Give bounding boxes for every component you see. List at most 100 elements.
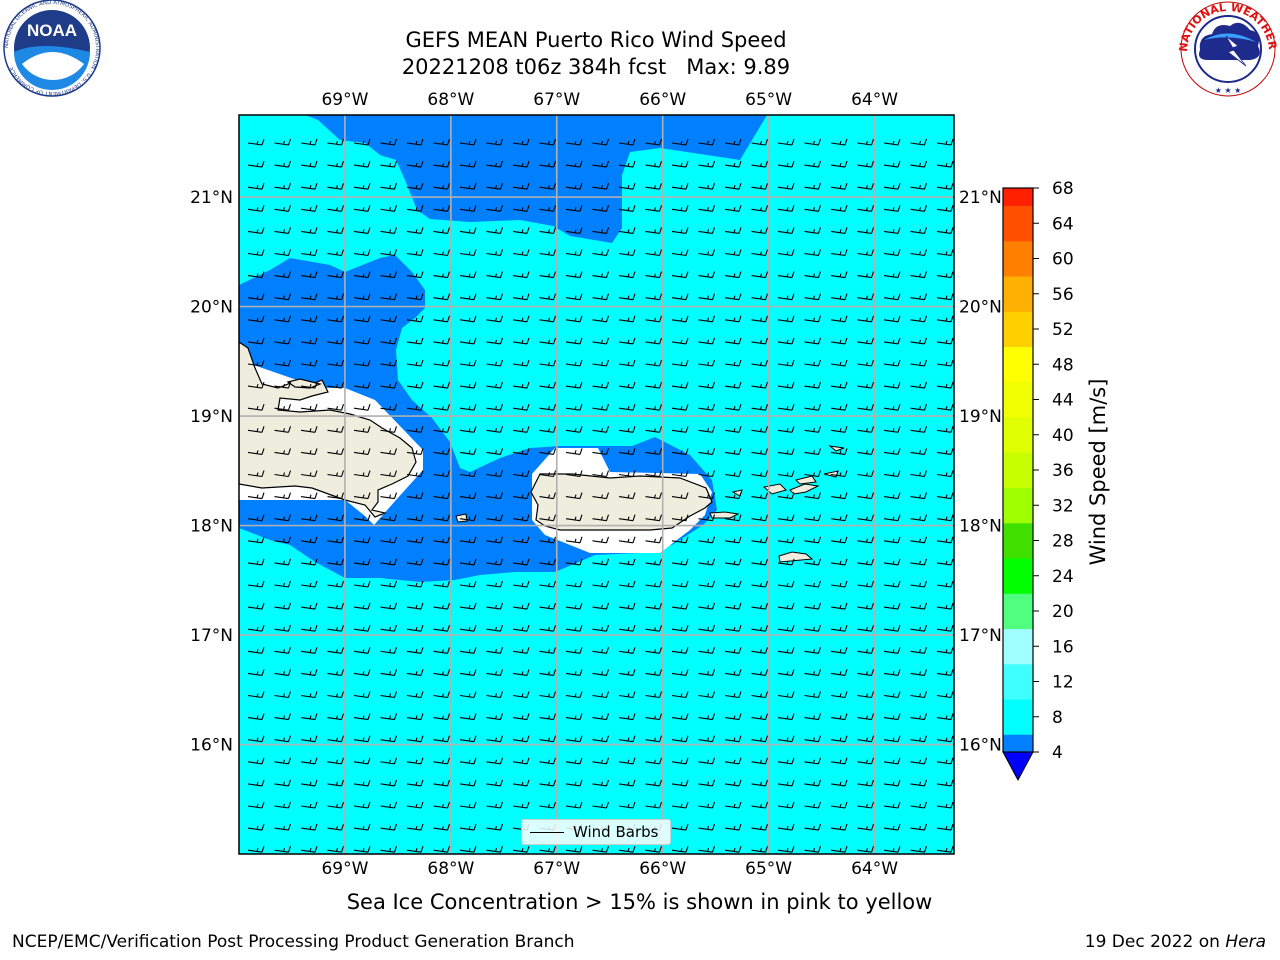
wind-barb [883,801,901,809]
wind-barb [645,757,663,765]
wind-barb [353,492,371,500]
wind-barb [486,823,504,831]
wind-barb [592,448,610,455]
wind-barb [618,536,636,544]
wind-barb [459,359,477,367]
wind-barb [777,779,795,787]
wind-barb [883,713,901,721]
wind-barb [910,271,928,279]
lat-tick-label: 21°N [190,188,233,208]
wind-barb [327,558,345,566]
wind-barb [910,138,928,146]
wind-barb [512,183,530,190]
land-small-islands [455,445,845,563]
wind-barb [433,227,451,234]
wind-barb [698,757,716,765]
wind-barb [353,359,371,367]
wind-barb [910,448,928,455]
wind-barb [883,315,901,323]
wind-barb [618,779,636,787]
wind-barb [300,801,318,809]
wind-barb [804,426,822,433]
wind-barb [830,647,848,654]
wind-barb [433,404,451,411]
wind-barb [353,470,371,478]
wind-barb [883,381,901,389]
wind-barb [380,691,398,699]
wind-barb [300,138,318,146]
wind-barb [857,293,875,301]
wind-barb [645,426,663,433]
wind-barb [486,404,504,411]
colorbar-segment [1003,258,1033,277]
wind-barb [698,801,716,809]
wind-barb [751,315,769,323]
colorbar-tick-label: 60 [1052,250,1074,270]
wind-barb [486,160,504,168]
wind-barb [592,602,610,610]
colorbar-segment [1003,522,1033,541]
wind-barb [380,227,398,234]
wind-barb [565,293,583,301]
wind-barb [671,602,689,610]
wind-barb [327,470,345,478]
wind-barb [724,138,742,146]
wind-barb [671,381,689,389]
wind-barb [857,536,875,544]
wind-barb [830,337,848,345]
nws-stars: ★ ★ ★ [1215,86,1242,95]
wind-barb [565,138,583,146]
wind-barb [565,249,583,257]
wind-barb [751,823,769,831]
wind-barb [406,381,424,389]
wind-barb [380,801,398,809]
wind-barb [883,647,901,654]
wind-barb [857,669,875,676]
wind-barb [777,249,795,257]
wind-barb [300,625,318,632]
wind-barb [565,337,583,345]
wind-barb [380,404,398,411]
legend: Wind Barbs [521,819,671,845]
wind-barb [380,359,398,367]
wind-barb [830,205,848,212]
wind-barb [327,625,345,632]
wind-barb [698,558,716,566]
wind-barb [459,735,477,743]
wind-barb [645,691,663,699]
wind-barb [724,801,742,809]
wind-barb [565,691,583,699]
wind-barb [433,779,451,787]
colorbar-segment [1003,276,1033,295]
wind-barb [380,138,398,146]
wind-barb [751,205,769,212]
wind-barb [327,448,345,455]
wind-barb [353,779,371,787]
wind-barb [380,536,398,544]
wind-barb [777,381,795,389]
lat-tick-label: 19°N [959,407,1002,427]
wind-barb [751,337,769,345]
wind-barb [327,580,345,588]
wind-barb [724,337,742,345]
wind-barb [618,315,636,323]
wind-barb [830,757,848,765]
wind-barb [433,426,451,433]
wind-barb [645,669,663,676]
wind-barb [353,183,371,190]
wind-barb [565,801,583,809]
wind-barb [300,315,318,323]
wind-barb [883,160,901,168]
wind-barb [486,359,504,367]
wind-barb [751,625,769,632]
wind-barb [671,757,689,765]
wind-barb [406,470,424,478]
wind-barb [459,138,477,146]
wind-barb [830,492,848,500]
wind-barb [274,138,292,146]
wind-barb [857,426,875,433]
wind-barb [751,602,769,610]
wind-barb [910,381,928,389]
wind-barb [777,514,795,522]
wind-barb [830,271,848,279]
